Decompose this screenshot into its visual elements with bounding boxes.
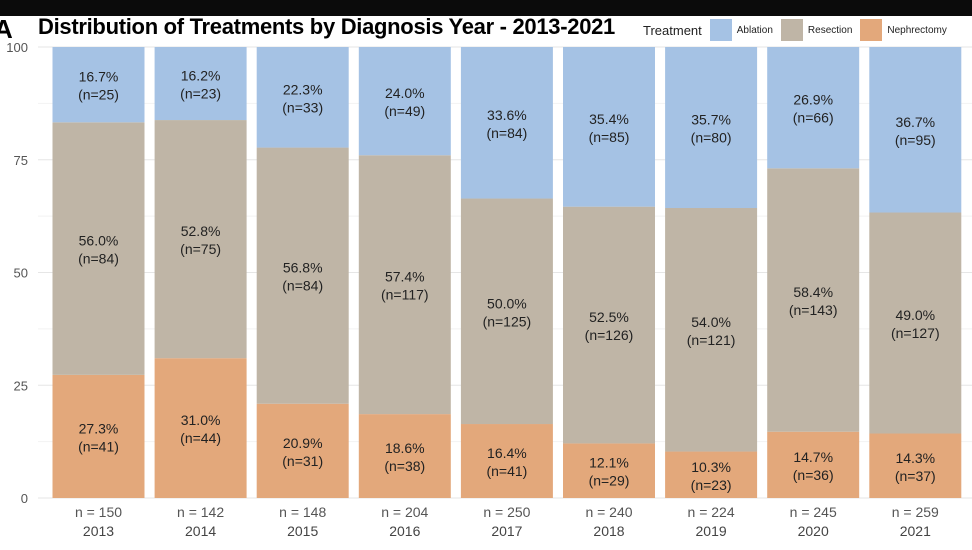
- bar-segment-nephrectomy: [52, 374, 145, 498]
- data-label: 20.9% (n=31): [282, 435, 323, 469]
- x-tick-label: 2019: [696, 523, 727, 539]
- data-label: 26.9% (n=66): [793, 92, 834, 126]
- data-label: 14.3% (n=37): [895, 450, 936, 484]
- x-total-label: n = 245: [790, 504, 837, 520]
- bar-segment-ablation: [52, 47, 145, 123]
- bar-segment-resection: [358, 155, 451, 415]
- y-tick-label: 0: [21, 491, 28, 506]
- legend-label: Nephrectomy: [887, 24, 947, 36]
- bar-segment-ablation: [869, 47, 962, 213]
- data-label: 24.0% (n=49): [384, 85, 425, 119]
- y-tick-label: 50: [14, 266, 28, 281]
- legend-item-nephrectomy: Nephrectomy: [860, 19, 947, 41]
- x-tick-label: 2020: [798, 523, 829, 539]
- data-label: 10.3% (n=23): [691, 459, 732, 493]
- data-label: 56.8% (n=84): [282, 260, 323, 294]
- bar-segment-ablation: [154, 47, 247, 121]
- data-label: 12.1% (n=29): [589, 455, 630, 489]
- x-tick-label: 2017: [491, 523, 522, 539]
- data-label: 58.4% (n=143): [789, 284, 838, 318]
- x-tick-label: 2015: [287, 523, 318, 539]
- data-label: 33.6% (n=84): [486, 107, 527, 141]
- bar-segment-nephrectomy: [665, 451, 758, 498]
- data-label: 27.3% (n=41): [78, 420, 119, 454]
- top-bar: [0, 0, 972, 16]
- bar-segment-ablation: [563, 47, 655, 207]
- bar-segment-nephrectomy: [563, 443, 655, 498]
- data-label: 57.4% (n=117): [381, 269, 429, 303]
- bar-segment-resection: [563, 206, 655, 444]
- x-total-label: n = 224: [688, 504, 735, 520]
- legend: Treatment Ablation Resection Nephrectomy: [643, 19, 955, 41]
- y-tick-label: 25: [14, 378, 28, 393]
- bar-segment-ablation: [767, 47, 860, 169]
- bar-segment-nephrectomy: [767, 431, 860, 498]
- bar-segment-resection: [154, 120, 247, 359]
- bar-segment-nephrectomy: [154, 358, 247, 498]
- bar-segment-ablation: [358, 47, 451, 156]
- data-label: 36.7% (n=95): [895, 114, 936, 148]
- data-label: 16.7% (n=25): [78, 69, 119, 103]
- panel-label: A: [0, 14, 13, 44]
- bar-segment-resection: [665, 208, 758, 452]
- bar-segment-nephrectomy: [869, 433, 962, 498]
- data-label: 18.6% (n=38): [384, 440, 425, 474]
- data-label: 31.0% (n=44): [180, 412, 221, 446]
- data-label: 35.7% (n=80): [691, 112, 732, 146]
- data-label: 16.2% (n=23): [180, 68, 221, 102]
- bar-segment-resection: [256, 147, 349, 404]
- bar-segment-resection: [52, 122, 145, 375]
- bar-segment-resection: [460, 198, 553, 425]
- data-label: 52.8% (n=75): [180, 223, 221, 257]
- legend-label: Ablation: [736, 24, 773, 36]
- x-total-label: n = 142: [177, 504, 224, 520]
- x-tick-label: 2018: [593, 523, 624, 539]
- legend-key-nephrectomy: [860, 19, 883, 41]
- x-tick-label: 2016: [389, 523, 420, 539]
- data-label: 49.0% (n=127): [891, 307, 940, 341]
- x-tick-label: 2021: [900, 523, 931, 539]
- legend-item-resection: Resection: [780, 19, 853, 41]
- data-label: 54.0% (n=121): [687, 314, 736, 348]
- x-total-label: n = 259: [892, 504, 939, 520]
- legend-label: Resection: [807, 24, 853, 36]
- legend-key-ablation: [709, 19, 732, 41]
- bar-segment-ablation: [460, 47, 553, 199]
- bar-segment-resection: [767, 168, 860, 432]
- legend-title: Treatment: [643, 22, 702, 38]
- y-tick-label: 75: [14, 153, 28, 168]
- bar-segment-ablation: [256, 47, 349, 148]
- x-total-label: n = 204: [381, 504, 428, 520]
- x-total-label: n = 240: [585, 504, 632, 520]
- data-label: 35.4% (n=85): [589, 111, 630, 145]
- bar-segment-nephrectomy: [358, 414, 451, 498]
- data-label: 50.0% (n=125): [483, 295, 532, 329]
- data-label: 14.7% (n=36): [793, 449, 834, 483]
- bar-segment-ablation: [665, 47, 758, 209]
- legend-item-ablation: Ablation: [709, 19, 773, 41]
- bar-segment-resection: [869, 212, 962, 434]
- x-tick-label: 2014: [185, 523, 216, 539]
- x-total-label: n = 250: [483, 504, 530, 520]
- x-total-label: n = 150: [75, 504, 122, 520]
- data-label: 56.0% (n=84): [78, 233, 119, 267]
- legend-key-resection: [780, 19, 803, 41]
- bar-segment-nephrectomy: [460, 424, 553, 498]
- x-total-label: n = 148: [279, 504, 326, 520]
- data-label: 52.5% (n=126): [585, 309, 634, 343]
- chart-title: Distribution of Treatments by Diagnosis …: [38, 14, 615, 39]
- x-tick-label: 2013: [83, 523, 114, 539]
- y-tick-label: 100: [6, 40, 28, 55]
- data-label: 22.3% (n=33): [282, 81, 323, 115]
- bar-segment-nephrectomy: [256, 403, 349, 498]
- data-label: 16.4% (n=41): [486, 445, 527, 479]
